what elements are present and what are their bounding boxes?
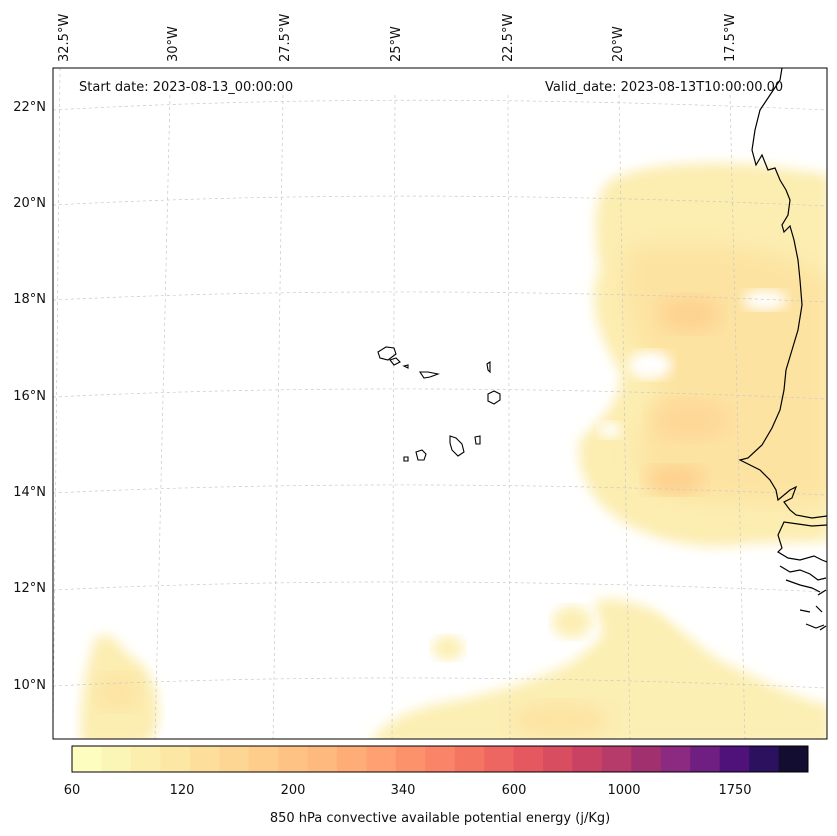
cape-patch-south-2 bbox=[595, 599, 690, 700]
colorbar-swatch bbox=[513, 746, 544, 772]
valid-date-label: Valid_date: 2023-08-13T10:00:00.00 bbox=[545, 80, 783, 95]
cape-hole bbox=[628, 351, 672, 379]
start-date-label: Start date: 2023-08-13_00:00:00 bbox=[79, 80, 293, 95]
colorbar-title: 850 hPa convective available potential e… bbox=[270, 811, 610, 826]
guinea-bissau-coast bbox=[779, 565, 827, 631]
colorbar-tick-label: 200 bbox=[281, 783, 306, 798]
coastline bbox=[377, 68, 827, 631]
maio-island bbox=[474, 435, 481, 445]
colorbar-swatch bbox=[278, 746, 309, 772]
santo-antao-island bbox=[377, 346, 397, 361]
santiago-island bbox=[449, 435, 465, 457]
colorbar-tick-label: 120 bbox=[170, 783, 195, 798]
colorbar-swatch bbox=[307, 746, 338, 772]
colorbar-swatch bbox=[631, 746, 662, 772]
boa-vista-island bbox=[487, 390, 501, 405]
colorbar-tick-label: 1750 bbox=[718, 783, 751, 798]
colorbar-swatch bbox=[101, 746, 132, 772]
colorbar-swatch bbox=[543, 746, 573, 772]
colorbar-swatch bbox=[719, 746, 750, 772]
colorbar-tick-label: 60 bbox=[64, 783, 81, 798]
colorbar-swatch bbox=[248, 746, 279, 772]
lon-label: 27.5°W bbox=[278, 14, 293, 62]
longitude-labels: 32.5°W 30°W 27.5°W 25°W 22.5°W 20°W 17.5… bbox=[57, 14, 738, 62]
colorbar-tick-label: 600 bbox=[502, 783, 527, 798]
colorbar-swatches bbox=[72, 746, 809, 772]
map-plot-area bbox=[53, 68, 827, 739]
cape-patch-south bbox=[373, 615, 827, 739]
cape-patch-west-max bbox=[96, 674, 140, 710]
lat-label: 12°N bbox=[13, 581, 46, 596]
colorbar-tick-label: 1000 bbox=[607, 783, 640, 798]
colorbar-swatch bbox=[189, 746, 220, 772]
colorbar-swatch bbox=[395, 746, 426, 772]
lat-label: 18°N bbox=[13, 292, 46, 307]
brava-island bbox=[403, 456, 409, 462]
sao-nicolau-island bbox=[418, 371, 440, 379]
sao-vicente-island bbox=[389, 357, 401, 366]
colorbar-swatch bbox=[160, 746, 191, 772]
lat-label: 16°N bbox=[13, 389, 46, 404]
colorbar-swatch bbox=[572, 746, 603, 772]
colorbar-swatch bbox=[660, 746, 691, 772]
lat-label: 14°N bbox=[13, 485, 46, 500]
lat-label: 10°N bbox=[13, 678, 46, 693]
cape-patch-south-max bbox=[510, 702, 610, 738]
cape-patch-south-4 bbox=[432, 636, 464, 660]
colorbar-swatch bbox=[690, 746, 721, 772]
west-africa-coast bbox=[738, 68, 827, 519]
lon-label: 30°W bbox=[166, 26, 181, 62]
cape-hole bbox=[743, 290, 787, 310]
sal-island bbox=[486, 360, 491, 374]
colorbar-swatch bbox=[778, 746, 809, 772]
colorbar-tick-label: 340 bbox=[391, 783, 416, 798]
lon-label: 25°W bbox=[389, 26, 404, 62]
colorbar-swatch bbox=[749, 746, 780, 772]
map-frame bbox=[52, 67, 828, 740]
latitude-labels: 22°N 20°N 18°N 16°N 14°N 12°N 10°N bbox=[13, 100, 46, 693]
colorbar-swatch bbox=[484, 746, 515, 772]
colorbar-swatch bbox=[219, 746, 250, 772]
cape-max-18n bbox=[658, 296, 722, 332]
lon-label: 20°W bbox=[611, 26, 626, 62]
colorbar-swatch bbox=[130, 746, 161, 772]
gambia-guinea-coast bbox=[777, 521, 827, 563]
colorbar-swatch bbox=[601, 746, 632, 772]
lat-label: 20°N bbox=[13, 196, 46, 211]
cape-patch-south-3 bbox=[552, 606, 592, 638]
lat-label: 22°N bbox=[13, 100, 46, 115]
santa-luzia-island bbox=[402, 364, 409, 369]
colorbar-swatch bbox=[454, 746, 485, 772]
colorbar-swatch bbox=[72, 746, 102, 772]
colorbar-swatch bbox=[425, 746, 456, 772]
cape-max-15n bbox=[650, 400, 730, 440]
gridlines bbox=[53, 68, 827, 739]
colorbar-frame bbox=[71, 745, 809, 773]
colorbar-ticks: 60 120 200 340 600 1000 1750 bbox=[64, 783, 752, 798]
lon-label: 17.5°W bbox=[723, 14, 738, 62]
colorbar-swatch bbox=[366, 746, 397, 772]
cape-hole bbox=[598, 422, 622, 438]
colorbar: 60 120 200 340 600 1000 1750 850 hPa con… bbox=[64, 745, 809, 826]
lon-label: 32.5°W bbox=[57, 14, 72, 62]
cape-max-14n bbox=[645, 466, 705, 494]
fogo-island bbox=[415, 449, 427, 461]
lon-label: 22.5°W bbox=[501, 14, 516, 62]
colorbar-swatch bbox=[336, 746, 367, 772]
cape-field bbox=[80, 163, 827, 739]
